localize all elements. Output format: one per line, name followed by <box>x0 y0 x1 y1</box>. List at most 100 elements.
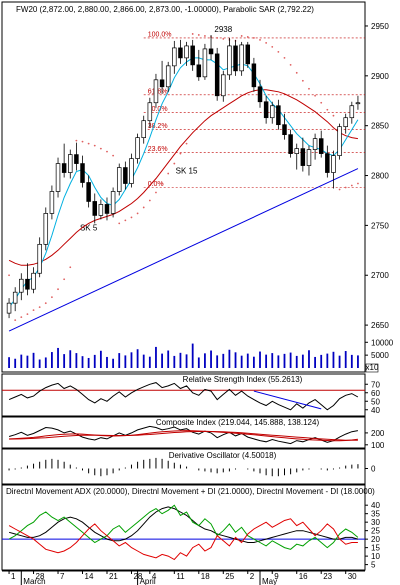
parabolic-sar-dot <box>314 94 316 97</box>
parabolic-sar-dot <box>136 212 139 215</box>
price-panel-title: FW20 (2,872.00, 2,880.00, 2,866.00, 2,87… <box>16 5 314 14</box>
candle-body <box>116 167 122 192</box>
volume-bar <box>344 351 347 368</box>
volume-bar <box>118 353 121 368</box>
x-axis-day-label-13: 23 <box>323 572 332 581</box>
candle-body <box>282 124 287 136</box>
parabolic-sar-dot <box>265 42 268 44</box>
parabolic-sar-dot <box>167 172 170 175</box>
x-axis-day-label-5: 28 <box>133 572 142 581</box>
volume-unit-box <box>365 363 379 373</box>
volume-bar <box>289 352 292 368</box>
volume-bar <box>99 350 102 368</box>
volume-bar <box>210 350 212 368</box>
x-axis-day-label-0: 1 <box>11 572 16 581</box>
parabolic-sar-dot <box>75 139 78 142</box>
parabolic-sar-dot <box>301 79 304 82</box>
dmi-axis-tick-label-1: 35 <box>371 510 380 519</box>
volume-bar <box>308 350 310 368</box>
dmi-axis-tick-label-7: 5 <box>371 561 376 570</box>
volume-bar <box>234 352 237 368</box>
candle-body <box>202 48 208 78</box>
parabolic-sar-dot <box>63 278 66 281</box>
parabolic-sar-dot <box>185 142 188 145</box>
parabolic-sar-dot <box>173 162 176 165</box>
volume-bar <box>63 354 66 368</box>
candle-body <box>245 44 251 65</box>
parabolic-sar-dot <box>32 309 35 312</box>
candle-body <box>257 86 263 103</box>
candle-body <box>159 79 165 88</box>
composite-line-0 <box>8 425 358 445</box>
parabolic-sar-dot <box>14 319 17 322</box>
parabolic-sar-dot <box>99 147 102 150</box>
composite-axis-tick-label-1: 100 <box>371 441 385 450</box>
rsi-trendline-0 <box>253 390 322 410</box>
volume-bar <box>142 354 145 368</box>
dmi-panel-frame <box>1 484 366 571</box>
candle-body <box>270 105 275 119</box>
candle-body <box>61 163 67 173</box>
candle-body <box>165 65 171 88</box>
parabolic-sar-dot <box>112 154 115 157</box>
candle-body <box>141 120 146 138</box>
fib-level-label-5: 0.0% <box>148 181 164 188</box>
candle-body <box>208 48 214 55</box>
candle-body <box>337 126 342 156</box>
rsi-axis-tick-label-0: 70 <box>371 380 380 389</box>
parabolic-sar-dot <box>289 63 292 66</box>
derivative-axis-tick-label-0: 0 <box>371 465 376 474</box>
candle-body <box>325 153 330 173</box>
volume-bar <box>216 355 219 368</box>
parabolic-sar-dot <box>216 37 219 39</box>
candle-body <box>86 182 91 202</box>
parabolic-sar-dot <box>57 288 59 291</box>
parabolic-sar-dot <box>277 50 280 53</box>
volume-bar <box>191 343 194 368</box>
parabolic-sar-dot <box>161 182 163 185</box>
volume-bar <box>252 356 255 368</box>
parabolic-sar-dot <box>283 56 286 59</box>
candle-body <box>300 148 306 166</box>
candle-body <box>263 101 269 119</box>
dmi-line-1 <box>8 504 359 550</box>
x-axis-month-label-1: April <box>140 577 156 585</box>
price-axis-tick-label-1: 2900 <box>371 72 389 81</box>
price-axis-tick-label-4: 2750 <box>371 221 389 230</box>
dmi-axis-tick-label-2: 30 <box>371 518 380 527</box>
volume-bar <box>69 350 72 368</box>
candle-body <box>331 155 336 173</box>
candle-body <box>178 47 183 59</box>
composite-line-2 <box>9 431 358 441</box>
rsi-axis-tick-label-1: 60 <box>371 389 380 398</box>
candle-body <box>123 167 128 184</box>
parabolic-sar-dot <box>295 71 298 74</box>
volume-bar <box>75 353 78 368</box>
volume-bar <box>148 356 151 368</box>
candle-body <box>31 272 36 290</box>
volume-bar <box>167 350 170 368</box>
candle-body <box>19 278 24 293</box>
x-axis-day-label-12: 16 <box>299 572 308 581</box>
volume-bar <box>87 357 90 368</box>
parabolic-sar-dot <box>222 38 225 40</box>
fib-low-label: SK 15 <box>176 167 198 176</box>
parabolic-sar-dot <box>142 206 145 209</box>
volume-bar <box>271 353 274 368</box>
volume-unit-label: x10 <box>366 363 379 372</box>
candle-body <box>129 158 134 184</box>
volume-bar <box>93 354 96 368</box>
parabolic-sar-dot <box>44 302 47 305</box>
volume-bar <box>161 353 163 368</box>
parabolic-sar-dot <box>338 188 341 191</box>
candle-body <box>55 163 61 192</box>
volume-bar <box>277 355 280 368</box>
candle-body <box>49 191 55 214</box>
fib-level-label-0: 100.0% <box>148 31 172 38</box>
composite-axis-tick-label-0: 200 <box>371 429 385 438</box>
volume-bar <box>240 355 243 368</box>
candle-body <box>349 105 355 119</box>
derivative-panel-title: Derivative Oscillator (4.50018) <box>169 451 277 460</box>
